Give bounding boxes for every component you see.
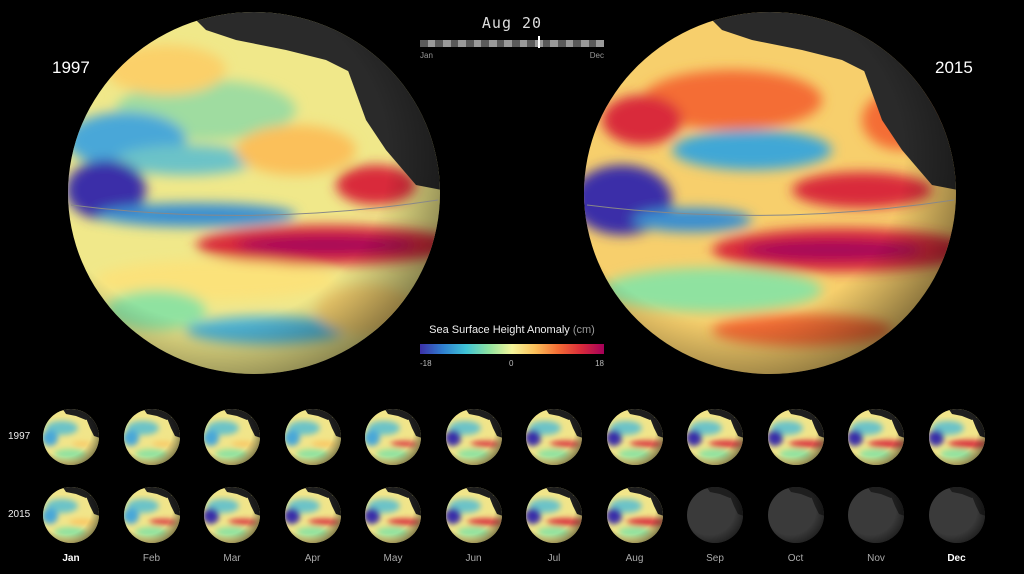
timeline-marker[interactable] [538, 36, 540, 48]
colorbar-unit: (cm) [572, 324, 595, 336]
timeline-segment [558, 40, 566, 47]
current-date: Aug 20 [481, 14, 543, 32]
colorbar-min: -18 [420, 359, 432, 368]
timeline-segment [443, 40, 451, 47]
month-label-may: May [383, 553, 403, 564]
timeline-segment [512, 40, 520, 47]
thumbnail-2015-apr[interactable] [284, 486, 342, 544]
row-label-1997: 1997 [8, 431, 31, 442]
thumbnail-1997-aug[interactable] [606, 408, 664, 466]
thumbnail-1997-sep[interactable] [686, 408, 744, 466]
colorbar: Sea Surface Height Anomaly (cm) -18 0 18 [420, 324, 604, 374]
timeline-bar[interactable] [420, 40, 605, 47]
thumbnail-1997-may[interactable] [364, 408, 422, 466]
thumbnail-2015-jan[interactable] [42, 486, 100, 544]
timeline-end-label: Dec [589, 51, 604, 60]
colorbar-title: Sea Surface Height Anomaly (cm) [429, 324, 595, 336]
timeline-segment [573, 40, 582, 47]
thumbnail-1997-jun[interactable] [445, 408, 503, 466]
thumbnail-2015-oct[interactable] [767, 486, 825, 544]
month-label-apr: Apr [304, 553, 321, 564]
timeline-segment [458, 40, 467, 47]
year-label-1997: 1997 [52, 58, 90, 77]
colorbar-mid: 0 [509, 359, 514, 368]
month-label-jul: Jul [547, 553, 561, 564]
timeline-segment [504, 40, 513, 47]
timeline-segment [550, 40, 559, 47]
month-label-dec: Dec [947, 553, 966, 564]
thumbnail-2015-feb[interactable] [123, 486, 181, 544]
timeline[interactable]: Aug 20 Jan Dec [420, 14, 605, 64]
year-label-2015: 2015 [935, 58, 973, 77]
timeline-segment [565, 40, 574, 47]
thumbnail-1997-feb[interactable] [123, 408, 181, 466]
thumbnail-1997-nov[interactable] [847, 408, 905, 466]
timeline-segment [596, 40, 605, 47]
month-label-sep: Sep [706, 553, 724, 564]
thumbnail-2015-mar[interactable] [203, 486, 261, 544]
timeline-segment [542, 40, 551, 47]
thumbnail-2015-jul[interactable] [525, 486, 583, 544]
month-label-aug: Aug [625, 553, 644, 564]
colorbar-gradient [420, 344, 604, 354]
timeline-segment [527, 40, 536, 47]
month-label-jan: Jan [62, 553, 80, 564]
timeline-segment [435, 40, 444, 47]
timeline-segment [466, 40, 474, 47]
month-label-feb: Feb [142, 553, 161, 564]
row-label-2015: 2015 [8, 509, 31, 520]
thumbnail-2015-may[interactable] [364, 486, 422, 544]
thumbnail-1997-jul[interactable] [525, 408, 583, 466]
timeline-segment [581, 40, 589, 47]
thumbnail-2015-dec[interactable] [928, 486, 986, 544]
timeline-segment [427, 40, 436, 47]
timeline-segment [450, 40, 459, 47]
timeline-segment [496, 40, 505, 47]
timeline-start-label: Jan [420, 51, 433, 60]
globe-1997 [68, 12, 440, 374]
timeline-segment [489, 40, 497, 47]
thumbnail-1997-oct[interactable] [767, 408, 825, 466]
timeline-segment [481, 40, 490, 47]
thumbnail-2015-aug[interactable] [606, 486, 664, 544]
thumbnail-2015-nov[interactable] [847, 486, 905, 544]
thumbnail-1997-jan[interactable] [42, 408, 100, 466]
thumbnail-2015-jun[interactable] [445, 486, 503, 544]
month-label-oct: Oct [787, 553, 804, 564]
thumbnail-1997-dec[interactable] [928, 408, 986, 466]
thumbnail-1997-apr[interactable] [284, 408, 342, 466]
month-label-mar: Mar [223, 553, 241, 564]
timeline-segment [473, 40, 482, 47]
thumbnail-1997-mar[interactable] [203, 408, 261, 466]
month-label-nov: Nov [867, 553, 885, 564]
timeline-segment [519, 40, 528, 47]
timeline-segment [588, 40, 597, 47]
timeline-segment [420, 40, 428, 47]
thumbnail-2015-sep[interactable] [686, 486, 744, 544]
month-label-jun: Jun [465, 553, 482, 564]
globe-2015 [584, 12, 956, 374]
colorbar-max: 18 [595, 359, 604, 368]
